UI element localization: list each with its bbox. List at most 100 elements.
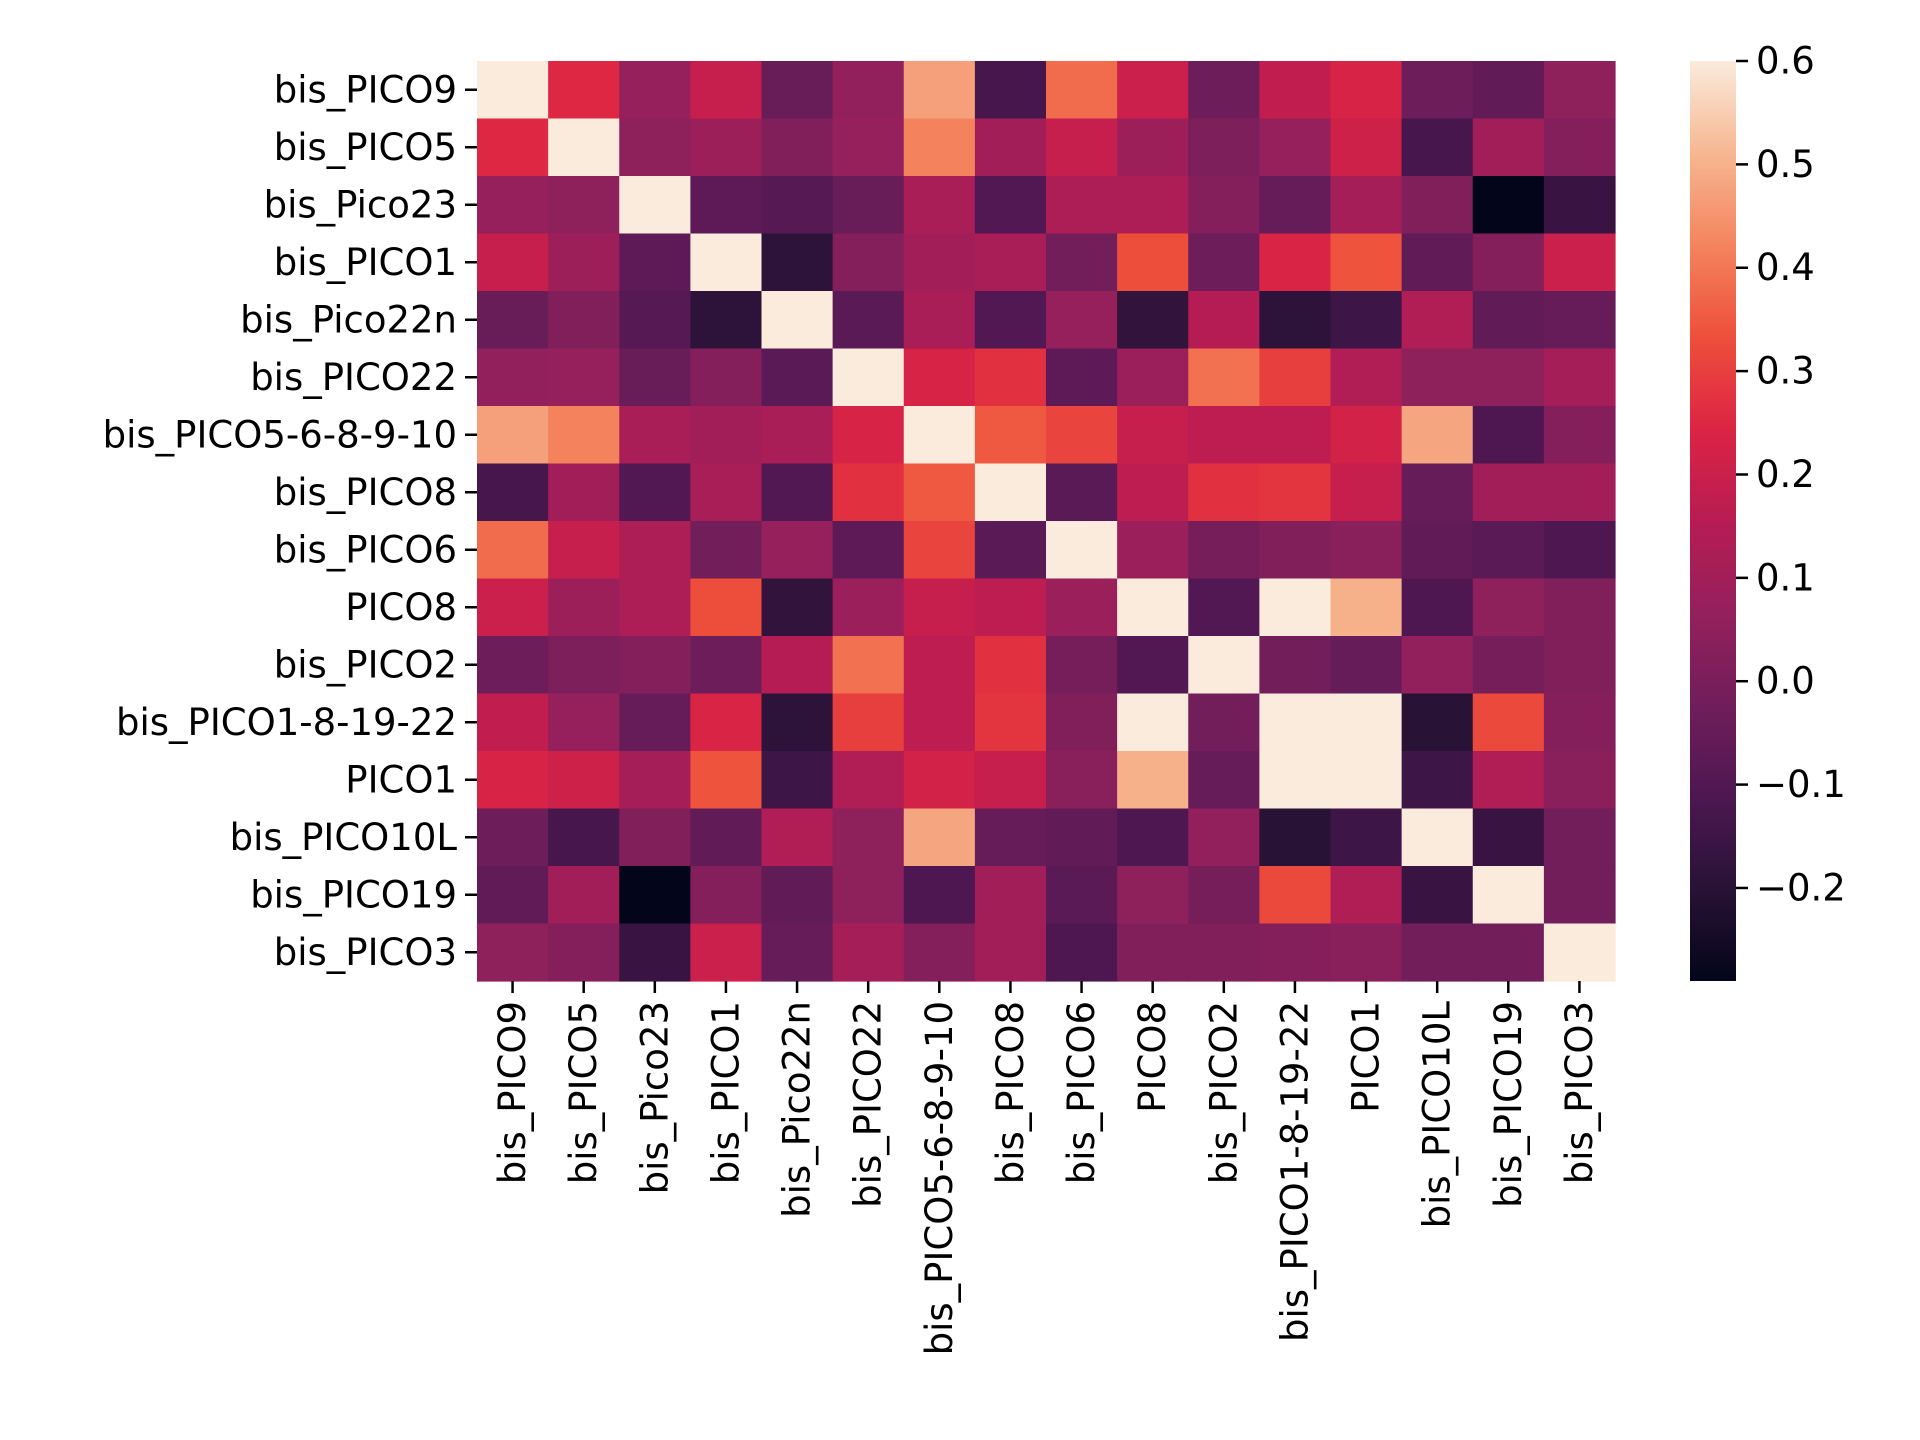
- heatmap-cell: [1259, 521, 1332, 580]
- heatmap-cell: [1117, 118, 1189, 177]
- x-tick-label: bis_Pico23: [633, 1001, 676, 1194]
- y-tick-label: bis_PICO22: [250, 356, 457, 399]
- heatmap-cell: [974, 751, 1047, 810]
- heatmap-cell: [548, 291, 620, 350]
- heatmap-cell: [974, 521, 1047, 580]
- heatmap-cell: [903, 348, 976, 407]
- heatmap-cell: [619, 521, 691, 580]
- heatmap-cell: [1188, 348, 1260, 407]
- heatmap-cell: [832, 348, 905, 407]
- heatmap-cell: [690, 291, 763, 350]
- x-tick-label: bis_PICO1: [704, 1001, 747, 1184]
- heatmap-cell: [619, 636, 691, 695]
- heatmap-cell: [1117, 406, 1189, 465]
- heatmap-cell: [548, 118, 620, 177]
- heatmap-cell: [1188, 693, 1260, 752]
- heatmap-cell: [1330, 463, 1403, 522]
- heatmap-cell: [1259, 578, 1332, 637]
- heatmap-cell: [477, 348, 549, 407]
- heatmap-cell: [903, 291, 976, 350]
- heatmap-cell: [1543, 923, 1616, 982]
- heatmap-cell: [1259, 866, 1332, 925]
- heatmap-cell: [619, 406, 691, 465]
- heatmap-cell: [974, 923, 1047, 982]
- heatmap-cell: [1259, 291, 1332, 350]
- heatmap-cell: [1117, 291, 1189, 350]
- heatmap-cell: [1401, 923, 1474, 982]
- heatmap-cell: [1259, 118, 1332, 177]
- heatmap-cell: [761, 348, 834, 407]
- heatmap-cell: [690, 521, 763, 580]
- y-tick-label: bis_PICO6: [274, 528, 457, 571]
- heatmap-cell: [1046, 923, 1118, 982]
- heatmap-cell: [1330, 291, 1403, 350]
- heatmap-cell: [1543, 808, 1616, 867]
- y-tick-label: PICO1: [345, 758, 457, 801]
- heatmap-cell: [1330, 808, 1403, 867]
- heatmap-cell: [832, 866, 905, 925]
- y-tick-label: PICO8: [345, 586, 457, 629]
- heatmap-cell: [1117, 751, 1189, 810]
- heatmap-cell: [1543, 291, 1616, 350]
- heatmap-cell: [974, 866, 1047, 925]
- heatmap-cell: [974, 808, 1047, 867]
- heatmap-cell: [1401, 406, 1474, 465]
- heatmap-cell: [974, 693, 1047, 752]
- heatmap-cell: [477, 61, 549, 120]
- heatmap-cell: [1046, 61, 1118, 120]
- heatmap-cell: [1046, 808, 1118, 867]
- y-axis-ticks: bis_PICO9 bis_PICO5 bis_Pico23 bis_PICO1bis…: [103, 68, 477, 974]
- heatmap-cell: [548, 61, 620, 120]
- heatmap-cell: [1117, 636, 1189, 695]
- heatmap-cell: [761, 808, 834, 867]
- colorbar-ticks: 0.6 0.5 0.4 0.3 0.2 0.1 0.0 −0.1 −0.2: [1736, 40, 1846, 909]
- heatmap-cell: [1046, 291, 1118, 350]
- heatmap-cell: [974, 636, 1047, 695]
- heatmap-cell: [1046, 176, 1118, 235]
- heatmap-cell: [548, 866, 620, 925]
- heatmap-cell: [619, 233, 691, 292]
- heatmap-cell: [903, 406, 976, 465]
- colorbar-tick-label: 0.1: [1756, 556, 1815, 599]
- heatmap-cell: [1330, 406, 1403, 465]
- heatmap-cell: [690, 61, 763, 120]
- y-tick-label: bis_PICO1: [274, 241, 457, 284]
- heatmap-cell: [690, 636, 763, 695]
- heatmap-cell: [1188, 808, 1260, 867]
- heatmap-cell: [619, 578, 691, 637]
- heatmap-cell: [1543, 866, 1616, 925]
- heatmap-cell: [1188, 233, 1260, 292]
- heatmap-cell: [1259, 808, 1332, 867]
- heatmap-cell: [1259, 61, 1332, 120]
- heatmap-cell: [1401, 233, 1474, 292]
- heatmap-cell: [1543, 578, 1616, 637]
- heatmap-cell: [1401, 291, 1474, 350]
- y-tick-label: bis_PICO5: [274, 126, 457, 169]
- heatmap-cell: [761, 233, 834, 292]
- heatmap-cell: [1259, 406, 1332, 465]
- heatmap-cell: [1543, 348, 1616, 407]
- heatmap-cell: [690, 693, 763, 752]
- heatmap-cell: [832, 463, 905, 522]
- heatmap-cell: [832, 808, 905, 867]
- colorbar-tick-label: 0.2: [1756, 453, 1815, 496]
- heatmap-cell: [477, 406, 549, 465]
- heatmap-cell: [1543, 233, 1616, 292]
- heatmap-cell: [477, 636, 549, 695]
- heatmap-cell: [903, 233, 976, 292]
- heatmap-cell: [832, 751, 905, 810]
- colorbar-tick-label: 0.0: [1756, 660, 1815, 703]
- heatmap-cell: [1543, 636, 1616, 695]
- heatmap-cell: [690, 578, 763, 637]
- heatmap-cell: [903, 61, 976, 120]
- heatmap-cell: [1259, 233, 1332, 292]
- y-tick-label: bis_PICO9: [274, 68, 457, 111]
- heatmap-cell: [974, 61, 1047, 120]
- x-tick-label: bis_PICO3: [1558, 1001, 1601, 1184]
- heatmap-cell: [1543, 693, 1616, 752]
- heatmap-cell: [477, 463, 549, 522]
- heatmap-cell: [832, 923, 905, 982]
- heatmap-cell: [548, 348, 620, 407]
- heatmap-cell: [690, 176, 763, 235]
- heatmap-cell: [761, 693, 834, 752]
